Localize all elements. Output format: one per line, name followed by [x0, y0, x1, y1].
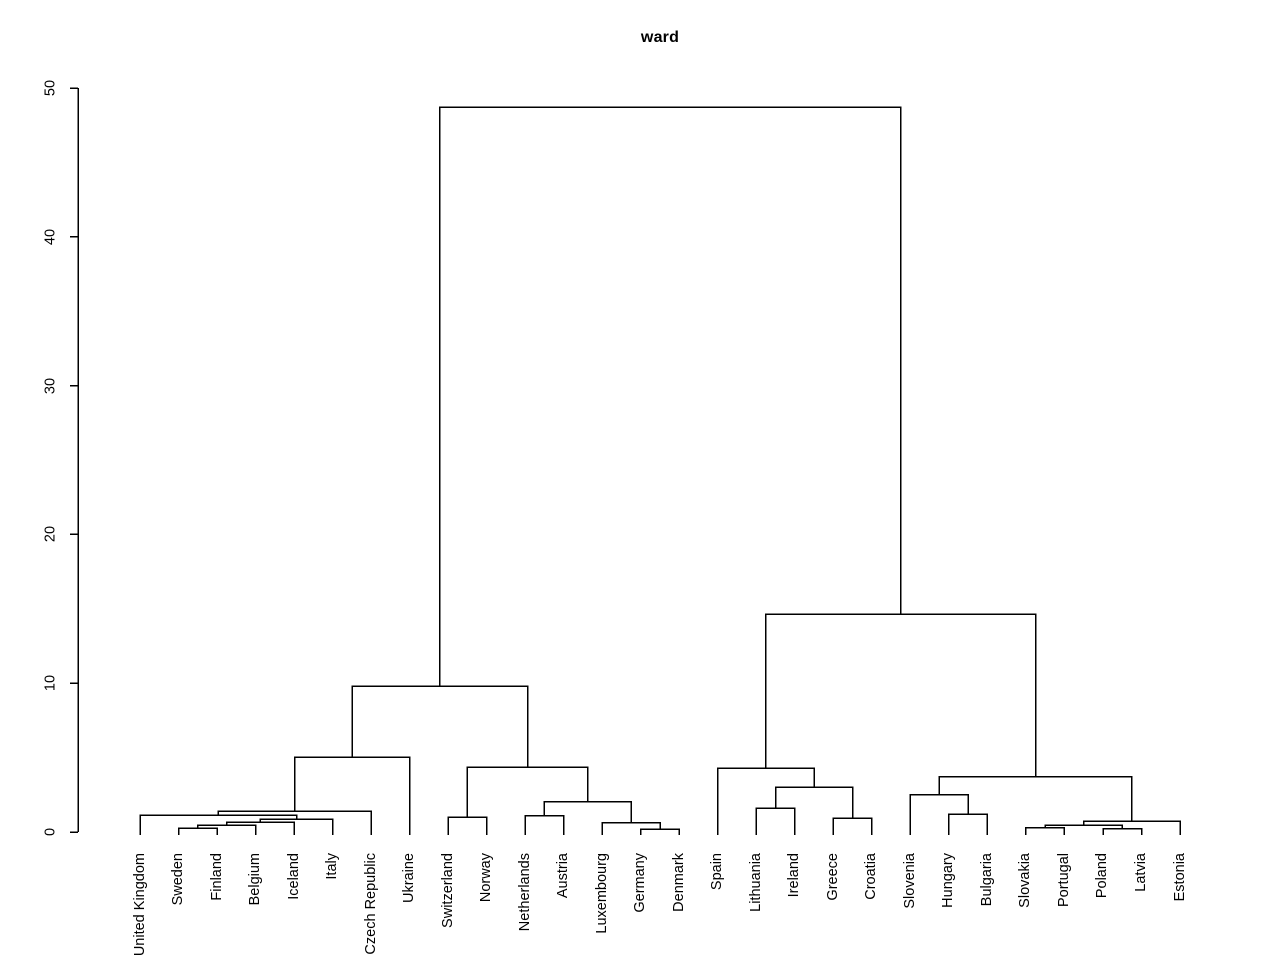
y-tick-label: 0 [42, 827, 59, 837]
leaf-label: Norway [478, 853, 495, 903]
leaf-label: Lithuania [747, 853, 764, 912]
leaf-label: Italy [324, 853, 341, 880]
leaf-label: Latvia [1132, 853, 1149, 892]
leaf-label: Slovenia [901, 853, 918, 909]
leaf-label: Poland [1094, 853, 1111, 899]
leaf-label: Czech Republic [362, 853, 379, 955]
leaf-label: Hungary [940, 853, 957, 908]
leaf-label: Netherlands [516, 853, 533, 932]
leaf-label: Sweden [170, 853, 187, 906]
y-tick-label: 40 [42, 228, 59, 245]
dendrogram-links [139, 106, 1181, 835]
leaf-label: Slovakia [1017, 853, 1034, 908]
leaf-label: Greece [824, 853, 841, 901]
leaf-label: Luxembourg [593, 853, 610, 934]
leaf-label: Switzerland [439, 853, 456, 928]
y-tick-label: 10 [42, 675, 59, 692]
leaf-label: Bulgaria [978, 853, 995, 907]
leaf-label: Ireland [786, 853, 803, 898]
leaf-label: Germany [632, 853, 649, 913]
leaf-label: Austria [555, 853, 572, 899]
y-tick-label: 30 [42, 377, 59, 394]
leaf-label: Croatia [863, 853, 880, 900]
leaf-label: Estonia [1171, 853, 1188, 902]
leaf-label: Denmark [670, 853, 687, 912]
leaf-label: United Kingdom [131, 853, 148, 957]
y-tick-label: 20 [42, 526, 59, 543]
leaf-label: Ukraine [401, 853, 418, 903]
leaf-label: Finland [208, 853, 225, 901]
leaf-label: Spain [709, 853, 726, 891]
leaf-label: Belgium [247, 853, 264, 906]
leaf-label: Portugal [1055, 853, 1072, 908]
leaf-label: Iceland [285, 853, 302, 900]
y-tick-label: 50 [42, 79, 59, 97]
y-axis [70, 87, 79, 833]
chart-title: ward [640, 29, 680, 46]
